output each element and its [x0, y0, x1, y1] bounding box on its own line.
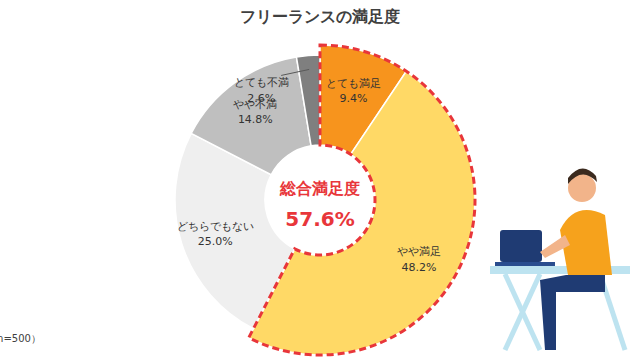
svg-text:（n=500）: （n=500） — [0, 333, 41, 344]
svg-text:57.6%: 57.6% — [285, 207, 354, 231]
svg-text:やや満足48.2%: やや満足48.2% — [397, 245, 441, 273]
svg-text:とても満足9.4%: とても満足9.4% — [326, 77, 381, 105]
svg-text:総合満足度: 総合満足度 — [279, 179, 360, 198]
svg-text:とても不満2.6%: とても不満2.6% — [234, 76, 289, 104]
svg-text:どちらでもない25.0%: どちらでもない25.0% — [177, 220, 254, 248]
